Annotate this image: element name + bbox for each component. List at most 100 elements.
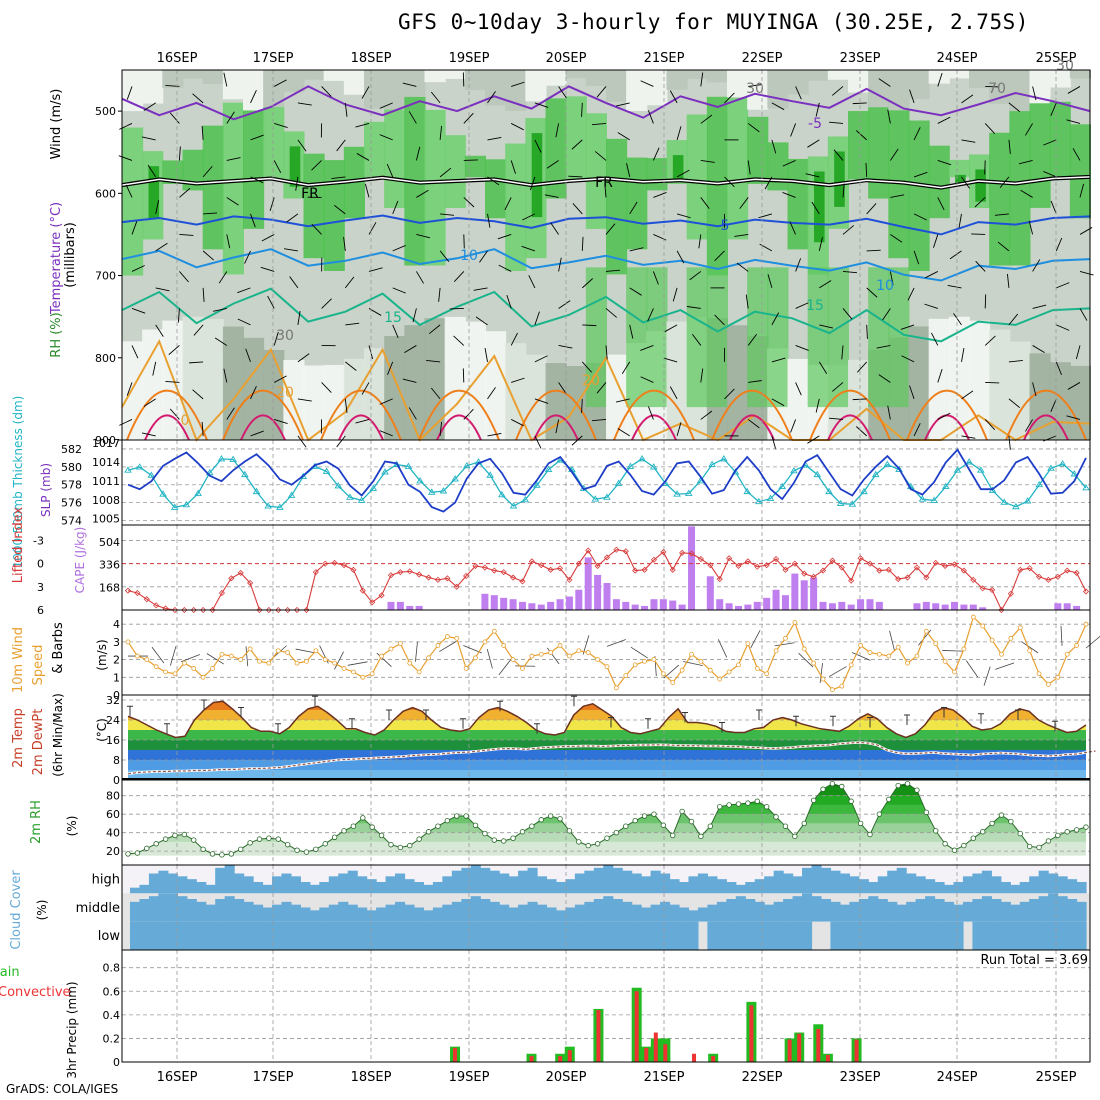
li-point (951, 561, 958, 568)
cape-bar (406, 605, 414, 610)
wind10m-point (548, 650, 554, 655)
slp-point (439, 487, 448, 494)
wind-barb (1032, 86, 1037, 101)
wind-barb (724, 388, 735, 400)
cape-bar (866, 599, 874, 610)
temp-color-band (128, 760, 1086, 770)
wind-barb (594, 151, 607, 161)
cloud-middle-bar (376, 907, 387, 922)
cloud-low-bar (603, 921, 614, 950)
cloud-middle-bar (773, 901, 784, 922)
wind-barb (260, 266, 275, 272)
cloud-middle-bar (1019, 901, 1030, 922)
wind10m-point (360, 674, 366, 680)
wind-barb (1008, 398, 1021, 409)
li-point (585, 547, 592, 554)
wind10m-point (839, 683, 845, 689)
rh-top-band (888, 70, 910, 111)
contour-annotation: 30 (746, 81, 764, 97)
slp-point (1082, 483, 1090, 491)
cape-bar (800, 580, 808, 610)
wind-barb (1079, 271, 1094, 276)
rh-top-band (787, 70, 809, 95)
li-tick: -3 (33, 534, 44, 547)
rh-point (688, 818, 695, 825)
slp-point (170, 503, 179, 510)
precip-conv-bar (663, 1044, 668, 1062)
cloud-low-bar (167, 921, 178, 950)
slp-point (1023, 497, 1032, 504)
rh-point (604, 835, 610, 841)
wind10m-point (811, 660, 817, 666)
wind-barb (356, 153, 370, 161)
rh-top-band (706, 70, 728, 83)
cloud-high-bar (631, 873, 642, 894)
rh-top-band (565, 70, 587, 79)
rh-point (181, 831, 188, 838)
contour-warm-arc (320, 389, 402, 441)
wind10m-barb (828, 666, 847, 677)
rh-point (886, 796, 892, 803)
li-point (1082, 588, 1090, 595)
wind-barb (250, 134, 264, 141)
rh-moist-band (565, 96, 587, 180)
wind10m-point (172, 671, 178, 677)
cloud-high-bar (962, 876, 974, 894)
wind10m-point (473, 655, 478, 661)
cloud-middle-bar (546, 907, 557, 922)
rh-point (1064, 829, 1070, 835)
cloud-middle-bar (451, 901, 462, 922)
wind10m-barb (889, 630, 895, 651)
wind-barb (568, 175, 583, 178)
wind-barb (213, 308, 227, 312)
wind-barb (179, 187, 191, 198)
wind-barb (700, 114, 713, 124)
wind10m-barb (717, 639, 728, 658)
li-point (284, 606, 291, 614)
contour-line (121, 248, 1091, 282)
wind10m-barb (1085, 635, 1100, 649)
rh-point (125, 851, 131, 857)
wind10m-point (670, 680, 676, 686)
cape-tick: 504 (99, 536, 120, 549)
cloud-low-bar (764, 921, 775, 950)
cloud-high-bar (868, 882, 879, 894)
thickness-ylabel: 1000-500mb Thickness (dm) (11, 396, 25, 569)
wind10m-point (632, 662, 638, 668)
li-point (791, 560, 798, 567)
slp-point (252, 487, 261, 495)
rh-point (660, 822, 667, 828)
cloud-middle-bar (130, 901, 141, 922)
wind10m-point (501, 643, 507, 648)
wind-barb (297, 102, 312, 106)
wind-barb (592, 418, 607, 422)
cloud-high-bar (811, 865, 822, 894)
li-point (942, 562, 949, 570)
rh-point (313, 846, 319, 852)
cape-bar (678, 604, 686, 610)
wind-barb (404, 345, 417, 354)
cloud-low-bar (896, 921, 907, 950)
rh-color-band (128, 804, 1086, 815)
rh-point (829, 780, 836, 787)
wind10m-barb (334, 651, 344, 670)
wind-barb (997, 241, 1010, 252)
rh-point (388, 841, 394, 848)
cloud-high-bar (650, 870, 661, 894)
date-label-top: 21SEP (644, 51, 685, 66)
precip-conv-bar (653, 1032, 658, 1062)
wind-barb (345, 361, 357, 371)
wind10m-barb (819, 663, 823, 683)
wind10m-point (538, 651, 544, 657)
li-point (425, 574, 432, 581)
slp-point (392, 460, 401, 468)
cloud-middle-bar (688, 910, 699, 922)
cloud-middle-bar (944, 901, 955, 922)
wind-barb (226, 111, 235, 124)
wind10m-point (181, 660, 187, 666)
li-point (293, 606, 301, 614)
rh-low-band (606, 354, 628, 440)
rh-top-band (464, 70, 486, 91)
wind10m-point (332, 660, 338, 666)
wind-barb (179, 271, 189, 283)
